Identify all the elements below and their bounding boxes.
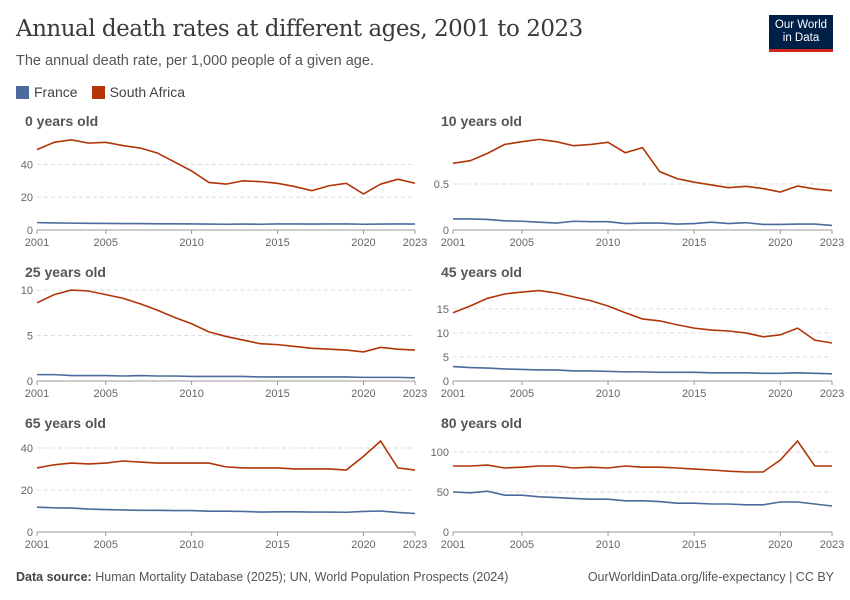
y-tick-label: 40 — [21, 443, 33, 455]
x-tick-label: 2010 — [179, 388, 203, 400]
y-tick-label: 0 — [27, 225, 33, 237]
y-tick-label: 15 — [437, 304, 449, 316]
series-line-south-africa[interactable] — [453, 439, 832, 473]
x-tick-label: 2001 — [25, 539, 49, 551]
series-line-france[interactable] — [36, 221, 416, 226]
series-line-france[interactable] — [36, 506, 416, 515]
panel-80-years-old: 80 years old 0 50 100 2001 2005 2010 2015 2020 20… — [431, 415, 845, 551]
x-tick-label: 2001 — [25, 237, 49, 249]
x-tick-label: 2015 — [265, 237, 289, 249]
y-tick-label: 0 — [443, 376, 449, 388]
x-tick-label: 2010 — [179, 539, 203, 551]
x-tick-label: 2001 — [441, 539, 465, 551]
x-tick-label: 2015 — [265, 539, 289, 551]
series-line-south-africa[interactable] — [36, 139, 416, 195]
x-tick-label: 2020 — [768, 539, 792, 551]
y-tick-label: 40 — [21, 159, 33, 171]
source-label: Data source: — [16, 570, 92, 584]
y-tick-label: 5 — [443, 352, 449, 364]
legend-item-south-africa[interactable]: South Africa — [91, 84, 186, 100]
y-tick-label: 50 — [437, 487, 449, 499]
y-tick-label: 20 — [21, 485, 33, 497]
y-tick-label: 0 — [27, 527, 33, 539]
x-tick-label: 2005 — [510, 388, 534, 400]
x-tick-label: 2001 — [441, 237, 465, 249]
y-tick-label: 20 — [21, 192, 33, 204]
panel-65-years-old: 65 years old 0 20 40 2001 2005 2010 2015 2020 202… — [21, 415, 427, 551]
x-tick-label: 2023 — [403, 237, 427, 249]
legend-label: South Africa — [109, 84, 186, 100]
source-text: Human Mortality Database (2025); UN, Wor… — [95, 570, 509, 584]
y-tick-label: 0 — [443, 527, 449, 539]
panel-title: 45 years old — [441, 264, 522, 280]
x-tick-label: 2020 — [351, 388, 375, 400]
legend-swatch — [16, 86, 29, 99]
chart-subtitle: The annual death rate, per 1,000 people … — [16, 53, 374, 69]
x-tick-label: 2010 — [596, 539, 620, 551]
panel-title: 80 years old — [441, 415, 522, 431]
x-tick-label: 2023 — [820, 237, 844, 249]
series-line-south-africa[interactable] — [36, 289, 416, 353]
series-line-france[interactable] — [453, 218, 833, 227]
panel-title: 0 years old — [25, 113, 98, 129]
x-tick-label: 2023 — [820, 388, 844, 400]
y-tick-label: 0.5 — [434, 179, 449, 191]
x-tick-label: 2001 — [25, 388, 49, 400]
x-tick-label: 2020 — [351, 237, 375, 249]
x-tick-label: 2023 — [820, 539, 844, 551]
x-tick-label: 2015 — [682, 388, 706, 400]
x-tick-label: 2010 — [596, 388, 620, 400]
series-line-south-africa[interactable] — [452, 138, 833, 193]
panel-0-years-old: 0 years old 0 20 40 2001 2005 2010 2015 2020 2023 — [21, 113, 427, 249]
x-tick-label: 2005 — [510, 539, 534, 551]
panel-title: 65 years old — [25, 415, 106, 431]
x-tick-label: 2020 — [768, 237, 792, 249]
x-tick-label: 2005 — [93, 237, 117, 249]
legend-label: France — [34, 84, 78, 100]
y-tick-label: 0 — [27, 376, 33, 388]
y-tick-label: 10 — [437, 328, 449, 340]
owid-logo[interactable]: Our World in Data — [769, 15, 833, 52]
series-line-france[interactable] — [452, 365, 833, 375]
x-tick-label: 2010 — [596, 237, 620, 249]
y-tick-label: 0 — [443, 225, 449, 237]
x-tick-label: 2005 — [93, 388, 117, 400]
x-tick-label: 2005 — [93, 539, 117, 551]
legend-swatch — [91, 86, 105, 99]
x-tick-label: 2023 — [403, 539, 427, 551]
chart-title: Annual death rates at different ages, 20… — [16, 16, 583, 42]
y-tick-label: 10 — [21, 285, 33, 297]
panel-title: 25 years old — [25, 264, 106, 280]
panel-45-years-old: 45 years old 0 5 10 15 2001 2005 2010 2015 2020 20… — [437, 264, 844, 400]
x-tick-label: 2015 — [682, 539, 706, 551]
panel-10-years-old: 10 years old 0 0.5 2001 2005 2010 2015 2020 2023 — [434, 113, 845, 249]
series-line-france[interactable] — [452, 490, 833, 507]
legend-item-france[interactable]: France — [16, 84, 78, 100]
x-tick-label: 2020 — [768, 388, 792, 400]
x-tick-label: 2001 — [441, 388, 465, 400]
y-tick-label: 5 — [27, 331, 33, 343]
x-tick-label: 2010 — [179, 237, 203, 249]
series-line-south-africa[interactable] — [36, 439, 416, 471]
data-source: Data source: Human Mortality Database (2… — [16, 570, 508, 584]
x-tick-label: 2015 — [265, 388, 289, 400]
legend: France South Africa — [16, 84, 185, 100]
x-tick-label: 2015 — [682, 237, 706, 249]
x-tick-label: 2020 — [351, 539, 375, 551]
panel-25-years-old: 25 years old 0 5 10 2001 2005 2010 2015 2020 2023 — [21, 264, 427, 400]
x-tick-label: 2023 — [403, 388, 427, 400]
series-line-south-africa[interactable] — [452, 289, 833, 344]
footer-link[interactable]: OurWorldinData.org/life-expectancy | CC … — [587, 570, 834, 584]
y-tick-label: 100 — [431, 447, 449, 459]
panel-title: 10 years old — [441, 113, 522, 129]
x-tick-label: 2005 — [510, 237, 534, 249]
series-line-france[interactable] — [37, 373, 416, 379]
